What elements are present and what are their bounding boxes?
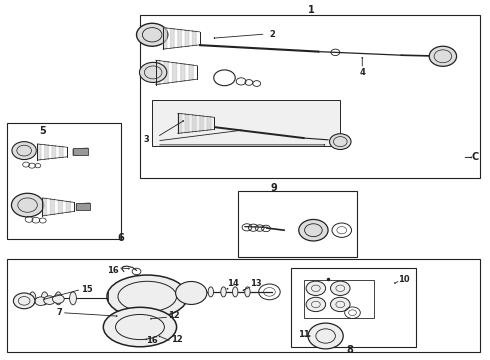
Text: 8: 8 bbox=[346, 345, 353, 355]
Text: 6: 6 bbox=[117, 233, 124, 243]
Ellipse shape bbox=[233, 287, 238, 297]
Ellipse shape bbox=[221, 287, 226, 297]
Text: 12: 12 bbox=[171, 335, 182, 344]
Bar bbox=[73, 148, 88, 155]
Polygon shape bbox=[185, 114, 189, 132]
Polygon shape bbox=[164, 61, 168, 84]
Circle shape bbox=[11, 193, 44, 217]
Text: 1: 1 bbox=[308, 5, 315, 15]
Text: 2: 2 bbox=[269, 30, 275, 39]
Bar bbox=[238, 191, 357, 257]
Bar bbox=[6, 259, 480, 352]
Text: 16: 16 bbox=[107, 266, 119, 275]
Bar bbox=[292, 268, 416, 347]
Polygon shape bbox=[76, 203, 90, 210]
Polygon shape bbox=[163, 28, 167, 49]
Text: 11: 11 bbox=[298, 330, 310, 339]
Circle shape bbox=[12, 141, 36, 159]
Text: 7: 7 bbox=[56, 308, 62, 317]
Polygon shape bbox=[45, 145, 49, 159]
Polygon shape bbox=[193, 115, 196, 132]
Text: C: C bbox=[472, 152, 479, 162]
Text: 5: 5 bbox=[39, 126, 46, 135]
Polygon shape bbox=[59, 147, 63, 158]
Bar bbox=[152, 100, 340, 146]
Polygon shape bbox=[50, 199, 54, 215]
Bar bbox=[76, 203, 90, 210]
Ellipse shape bbox=[70, 292, 76, 305]
Polygon shape bbox=[66, 201, 70, 212]
Circle shape bbox=[330, 134, 351, 149]
Ellipse shape bbox=[41, 292, 48, 305]
Text: 14: 14 bbox=[227, 279, 239, 288]
Ellipse shape bbox=[107, 275, 188, 318]
Text: 16: 16 bbox=[147, 336, 158, 345]
Polygon shape bbox=[193, 31, 196, 46]
Text: 3: 3 bbox=[144, 135, 149, 144]
Ellipse shape bbox=[196, 287, 201, 297]
Text: 9: 9 bbox=[271, 183, 278, 193]
Circle shape bbox=[331, 281, 350, 296]
Text: 12: 12 bbox=[168, 311, 180, 320]
Polygon shape bbox=[207, 117, 211, 130]
Polygon shape bbox=[200, 116, 203, 131]
Circle shape bbox=[299, 220, 328, 241]
Circle shape bbox=[306, 297, 326, 312]
Circle shape bbox=[140, 62, 167, 82]
Bar bbox=[6, 123, 122, 239]
Polygon shape bbox=[37, 144, 41, 160]
Polygon shape bbox=[73, 148, 88, 155]
Circle shape bbox=[35, 297, 47, 306]
Text: 13: 13 bbox=[250, 279, 262, 288]
Polygon shape bbox=[178, 113, 181, 134]
Polygon shape bbox=[189, 64, 193, 80]
Bar bbox=[140, 15, 480, 178]
Polygon shape bbox=[156, 60, 160, 85]
Circle shape bbox=[331, 297, 350, 312]
Text: 15: 15 bbox=[81, 285, 93, 294]
Circle shape bbox=[13, 293, 35, 309]
Polygon shape bbox=[172, 62, 176, 82]
Circle shape bbox=[137, 23, 168, 46]
Bar bbox=[304, 280, 374, 318]
Polygon shape bbox=[52, 145, 56, 158]
Ellipse shape bbox=[103, 307, 176, 347]
Circle shape bbox=[44, 296, 55, 305]
Polygon shape bbox=[43, 198, 47, 216]
Polygon shape bbox=[171, 28, 174, 48]
Text: 4: 4 bbox=[359, 68, 365, 77]
Ellipse shape bbox=[245, 287, 250, 297]
Polygon shape bbox=[185, 30, 189, 46]
Ellipse shape bbox=[55, 292, 62, 305]
Circle shape bbox=[429, 46, 457, 66]
Circle shape bbox=[175, 282, 207, 305]
Circle shape bbox=[306, 281, 326, 296]
Ellipse shape bbox=[208, 287, 214, 297]
Polygon shape bbox=[58, 200, 62, 213]
Text: 10: 10 bbox=[398, 275, 410, 284]
Polygon shape bbox=[181, 63, 185, 81]
Circle shape bbox=[308, 323, 343, 349]
Polygon shape bbox=[178, 29, 181, 48]
Circle shape bbox=[52, 295, 64, 303]
Ellipse shape bbox=[29, 292, 36, 305]
